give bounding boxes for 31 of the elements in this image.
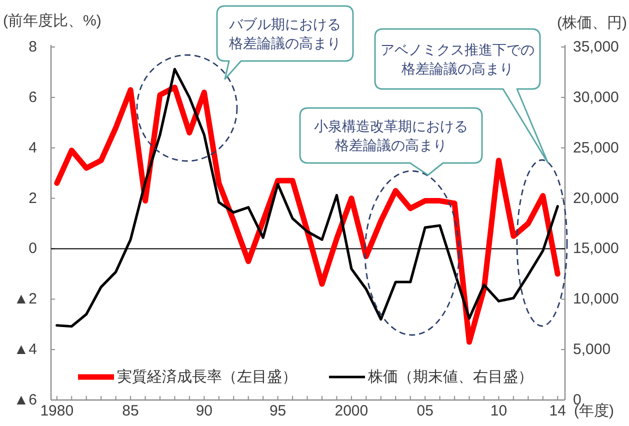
annotation: 格差論議の高まり [402, 60, 514, 76]
xtick-label: 05 [416, 402, 434, 420]
xtick-label: 95 [269, 402, 286, 420]
annotation: 格差論議の高まり [229, 35, 341, 51]
ylabel: (前年度比、%) [3, 12, 102, 30]
ytick-label: ▲4 [14, 341, 37, 358]
y2tick-label: 35,000 [573, 38, 619, 56]
y2tick-label: 15,000 [573, 240, 619, 258]
y2tick-label: 30,000 [573, 88, 619, 106]
y2tick-label: 10,000 [573, 290, 619, 308]
xtick-label: 10 [490, 402, 508, 420]
xtick-label: 14 [549, 402, 566, 420]
annotation: バブル期における [229, 16, 341, 32]
ytick-label: 8 [28, 38, 37, 56]
y2tick-label: 5,000 [573, 341, 611, 358]
xtick-label: 1980 [40, 402, 74, 420]
ytick-label: 6 [28, 88, 37, 106]
annotation: アベノミクス推進下での [380, 42, 534, 58]
ytick-label: ▲6 [14, 392, 37, 408]
y2tick-label: 20,000 [573, 190, 619, 207]
ytick-label: ▲2 [14, 290, 37, 308]
annotation: 小泉構造改革期における [314, 118, 468, 134]
ytick-label: 2 [28, 190, 37, 207]
annotation: 格差論議の高まり [335, 137, 447, 153]
xtick-label: 2000 [334, 402, 368, 420]
xtick-label: 90 [196, 402, 213, 420]
ytick-label: 4 [28, 139, 37, 156]
y2label: (株価、円) [557, 14, 627, 32]
y2tick-label: 25,000 [573, 139, 619, 156]
ytick-label: 0 [28, 240, 37, 258]
xtick-label: 85 [122, 402, 139, 420]
